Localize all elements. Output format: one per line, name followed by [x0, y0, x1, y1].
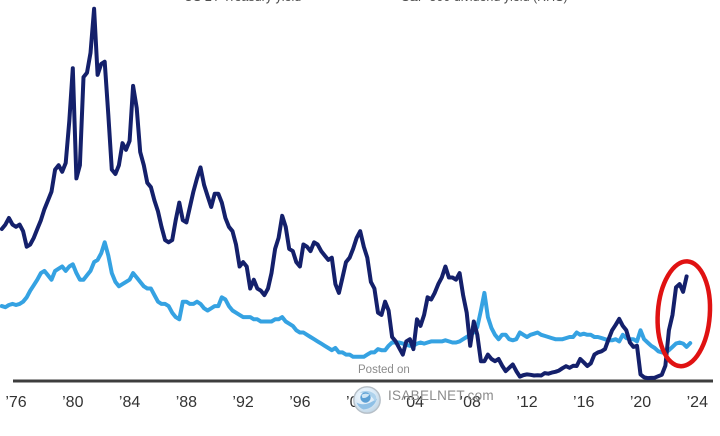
watermark-posted-on: Posted on	[358, 364, 410, 376]
x-tick-label: ’88	[175, 394, 198, 411]
series-line-us-2y-treasury-yield	[0, 6, 689, 381]
legend-label-treasury-yield: US 2Y Treasury yield	[184, 0, 301, 4]
x-tick-label: ’84	[118, 394, 141, 411]
isabelnet-globe-logo-icon	[352, 385, 382, 415]
red-circle-annotation	[655, 259, 713, 369]
watermark-site-name: ISABELNET.com	[388, 388, 494, 403]
x-tick-label: ’08	[459, 394, 481, 411]
x-tick-label: ’16	[573, 394, 595, 411]
legend-label-dividend-yield: S&P 500 dividend yield (RHS)	[401, 0, 568, 4]
x-tick-label: ’76	[5, 394, 27, 411]
chart-legend: US 2Y Treasury yield S&P 500 dividend yi…	[146, 0, 568, 4]
x-tick-label: ’12	[516, 394, 538, 411]
legend-item-treasury-yield: US 2Y Treasury yield	[146, 0, 301, 4]
legend-item-dividend-yield: S&P 500 dividend yield (RHS)	[363, 0, 568, 4]
x-tick-label: ’80	[62, 394, 84, 411]
x-tick-label: ’04	[402, 394, 425, 411]
series-line-sp500-dividend-yield	[0, 240, 693, 359]
x-tick-label: ’24	[686, 394, 708, 411]
x-tick-label: ’96	[289, 394, 311, 411]
x-tick-label: ’20	[629, 394, 652, 411]
x-tick-label: ’92	[232, 394, 254, 411]
